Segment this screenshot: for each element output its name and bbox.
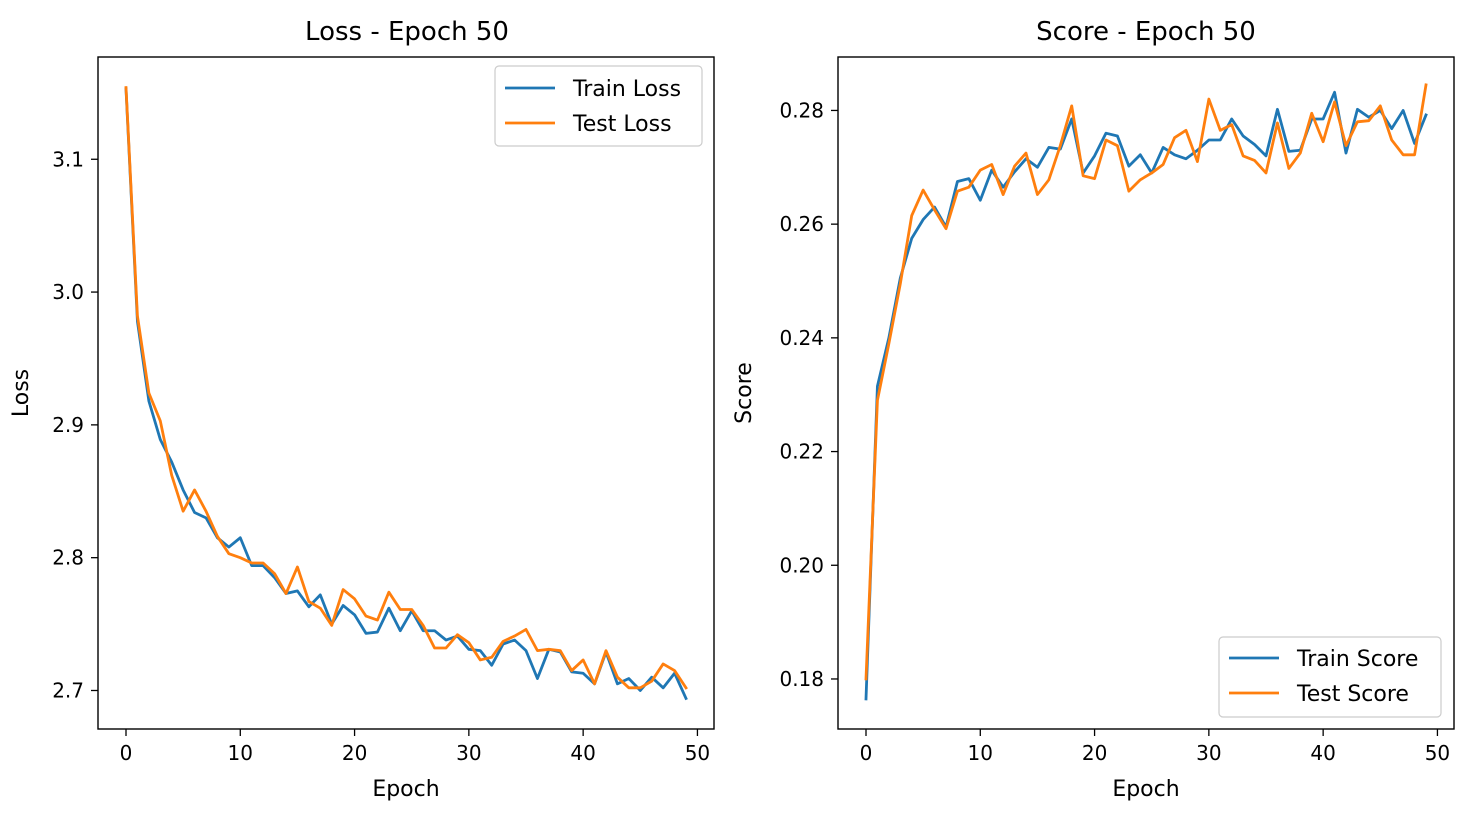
score-x-axis-label: Epoch [1112, 777, 1179, 802]
loss-series-line-test [124, 86, 688, 690]
score-y-ticks: 0.18 0.20 0.22 0.24 0.26 0.28 [779, 98, 838, 691]
loss-x-tick-label: 40 [570, 741, 595, 765]
score-y-tick-label: 0.18 [779, 667, 824, 691]
score-x-tick-label: 10 [968, 741, 993, 765]
score-y-tick-label: 0.24 [779, 326, 824, 350]
score-chart-title: Score - Epoch 50 [1036, 17, 1256, 47]
loss-x-tick-label: 0 [120, 741, 133, 765]
score-y-tick-label: 0.20 [779, 553, 824, 577]
loss-series-lines [124, 86, 688, 701]
score-x-tick-label: 50 [1425, 741, 1450, 765]
score-x-tick-label: 0 [860, 741, 873, 765]
loss-x-tick-label: 30 [456, 741, 481, 765]
score-plot-frame [837, 56, 1455, 730]
loss-chart: Loss - Epoch 50 0 10 20 30 40 50 2.7 2.8 2.9 3.0… [9, 17, 715, 802]
score-x-ticks: 0 10 20 30 40 50 [860, 729, 1450, 765]
score-y-tick-label: 0.22 [779, 440, 824, 464]
score-y-tick-label: 0.26 [779, 212, 824, 236]
loss-plot-frame [97, 56, 715, 730]
score-x-tick-label: 40 [1310, 741, 1335, 765]
score-x-tick-label: 20 [1082, 741, 1107, 765]
loss-y-tick-label: 2.8 [52, 546, 84, 570]
loss-x-ticks: 0 10 20 30 40 50 [120, 729, 710, 765]
loss-x-tick-label: 10 [228, 741, 253, 765]
score-series-line-train [864, 90, 1428, 701]
loss-x-tick-label: 50 [685, 741, 710, 765]
loss-y-tick-label: 2.7 [52, 678, 84, 702]
score-series-line-test [864, 83, 1428, 681]
loss-legend-frame [494, 65, 703, 147]
loss-y-tick-label: 2.9 [52, 413, 84, 437]
loss-x-tick-label: 20 [342, 741, 367, 765]
loss-y-ticks: 2.7 2.8 2.9 3.0 3.1 [52, 147, 98, 702]
loss-y-tick-label: 3.1 [52, 147, 84, 171]
loss-legend-label-test: Test Loss [572, 112, 672, 137]
score-y-axis-label: Score [732, 362, 757, 424]
loss-chart-title: Loss - Epoch 50 [305, 17, 509, 47]
score-legend-label-train: Train Score [1296, 647, 1418, 672]
loss-x-axis-label: Epoch [372, 777, 439, 802]
score-x-tick-label: 30 [1196, 741, 1221, 765]
loss-legend-label-train: Train Loss [572, 77, 681, 102]
loss-y-tick-label: 3.0 [52, 280, 84, 304]
score-legend-label-test: Test Score [1296, 682, 1409, 707]
loss-y-axis-label: Loss [9, 369, 34, 417]
loss-legend: Train Loss Test Loss [494, 65, 703, 147]
score-legend: Train Score Test Score [1218, 636, 1442, 718]
score-series-lines [864, 83, 1428, 701]
score-y-tick-label: 0.28 [779, 98, 824, 122]
score-chart: Score - Epoch 50 0 10 20 30 40 50 0.18 0.20 0.2… [732, 17, 1455, 802]
